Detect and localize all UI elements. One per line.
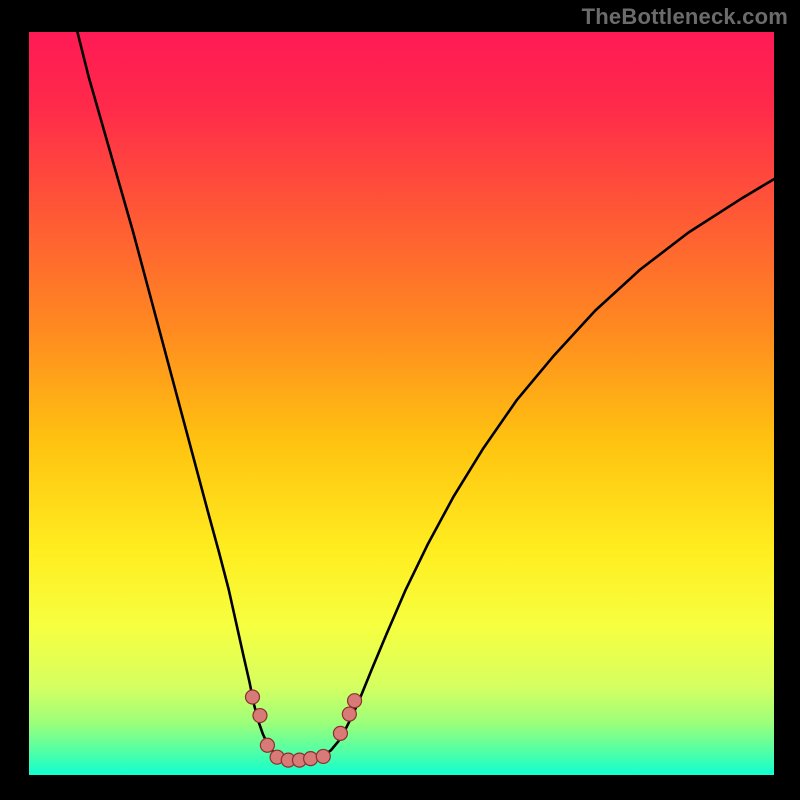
marker-dot <box>333 726 347 740</box>
marker-dot <box>260 738 274 752</box>
chart-root: TheBottleneck.com <box>0 0 800 800</box>
marker-dot <box>304 752 318 766</box>
marker-dot <box>342 707 356 721</box>
marker-dot <box>246 690 260 704</box>
marker-dot <box>316 749 330 763</box>
chart-plot-area <box>29 32 774 775</box>
marker-dot <box>348 694 362 708</box>
chart-svg <box>0 0 800 800</box>
marker-dot <box>253 709 267 723</box>
